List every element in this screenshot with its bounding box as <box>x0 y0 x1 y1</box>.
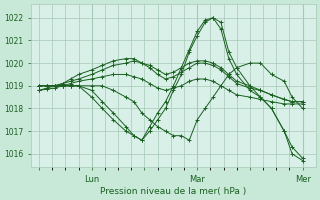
X-axis label: Pression niveau de la mer( hPa ): Pression niveau de la mer( hPa ) <box>100 187 247 196</box>
